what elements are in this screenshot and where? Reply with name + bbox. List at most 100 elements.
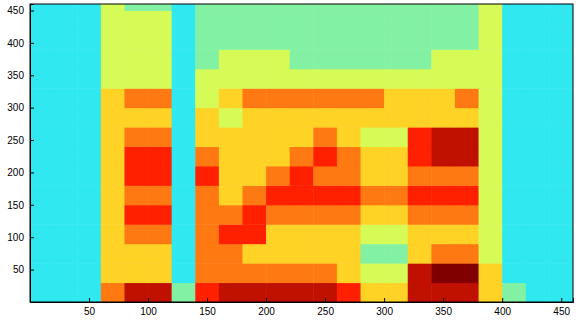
heatmap-cell bbox=[526, 88, 550, 108]
x-tick-mark bbox=[561, 298, 562, 302]
x-tick-label: 350 bbox=[435, 306, 452, 317]
heatmap-cell bbox=[242, 10, 266, 30]
heatmap-cell bbox=[195, 49, 219, 69]
heatmap-cell bbox=[408, 108, 432, 128]
y-tick: 250 bbox=[7, 135, 34, 146]
heatmap-cell bbox=[242, 205, 266, 225]
heatmap-cell bbox=[361, 108, 385, 128]
heatmap-cell bbox=[77, 244, 101, 264]
heatmap-cell bbox=[101, 283, 125, 302]
y-axis: 50100150200250300350400450 bbox=[7, 5, 34, 303]
heatmap-cell bbox=[502, 127, 526, 147]
heatmap-cell bbox=[266, 88, 290, 108]
heatmap-cell bbox=[455, 49, 479, 69]
heatmap-cell bbox=[408, 69, 432, 89]
heatmap-cell bbox=[455, 205, 479, 225]
heatmap-cell bbox=[313, 10, 337, 30]
heatmap-cell bbox=[361, 127, 385, 147]
heatmap-cell bbox=[384, 49, 408, 69]
heatmap-cell bbox=[101, 166, 125, 186]
heatmap-cell bbox=[242, 49, 266, 69]
heatmap-cell bbox=[290, 244, 314, 264]
heatmap-cell bbox=[408, 166, 432, 186]
heatmap-cell bbox=[455, 263, 479, 283]
heatmap-cell bbox=[124, 166, 148, 186]
heatmap-cell bbox=[479, 49, 503, 69]
chart: 5010015020025030035040045050100150200250… bbox=[0, 0, 576, 322]
x-tick-label: 200 bbox=[258, 306, 275, 317]
heatmap-cell bbox=[502, 224, 526, 244]
heatmap-cell bbox=[266, 49, 290, 69]
heatmap-cell bbox=[195, 205, 219, 225]
heatmap-cell bbox=[77, 147, 101, 167]
heatmap-cell bbox=[148, 166, 172, 186]
x-tick: 150 bbox=[199, 298, 216, 317]
heatmap-cell bbox=[30, 10, 54, 30]
heatmap-cell bbox=[290, 10, 314, 30]
heatmap-cell bbox=[172, 147, 196, 167]
heatmap-cell bbox=[549, 185, 573, 205]
heatmap-cell bbox=[431, 283, 455, 302]
heatmap-cell bbox=[408, 127, 432, 147]
y-tick: 350 bbox=[7, 70, 34, 81]
heatmap-cell bbox=[266, 185, 290, 205]
heatmap-cell bbox=[455, 244, 479, 264]
plot: 5010015020025030035040045050100150200250… bbox=[7, 4, 573, 317]
x-tick: 300 bbox=[376, 298, 393, 317]
heatmap-cell bbox=[337, 49, 361, 69]
heatmap-cell bbox=[266, 166, 290, 186]
y-tick-mark bbox=[30, 270, 34, 271]
heatmap-cell bbox=[549, 263, 573, 283]
heatmap-cell bbox=[431, 147, 455, 167]
y-tick-label: 50 bbox=[13, 264, 25, 275]
heatmap-cell bbox=[526, 147, 550, 167]
heatmap-cell bbox=[455, 166, 479, 186]
heatmap-cell bbox=[479, 263, 503, 283]
heatmap-cell bbox=[148, 263, 172, 283]
y-tick: 450 bbox=[7, 5, 34, 16]
heatmap-cell bbox=[148, 127, 172, 147]
heatmap-cell bbox=[30, 49, 54, 69]
heatmap-cell bbox=[195, 4, 219, 11]
heatmap-cell bbox=[408, 283, 432, 302]
heatmap-cell bbox=[148, 185, 172, 205]
heatmap-cell bbox=[54, 244, 78, 264]
heatmap-cell bbox=[384, 10, 408, 30]
heatmap-cell bbox=[361, 166, 385, 186]
heatmap-cell bbox=[124, 108, 148, 128]
y-tick-mark bbox=[30, 10, 34, 11]
heatmap-cell bbox=[549, 49, 573, 69]
heatmap-cell bbox=[290, 205, 314, 225]
heatmap-cell bbox=[54, 185, 78, 205]
heatmap-cell bbox=[384, 244, 408, 264]
heatmap-cell bbox=[479, 30, 503, 50]
heatmap-cell bbox=[101, 244, 125, 264]
heatmap-cell bbox=[195, 244, 219, 264]
y-tick: 50 bbox=[13, 264, 34, 275]
heatmap-cell bbox=[172, 69, 196, 89]
heatmap-cell bbox=[54, 166, 78, 186]
x-tick-label: 50 bbox=[84, 306, 96, 317]
heatmap-cell bbox=[242, 69, 266, 89]
x-tick: 450 bbox=[553, 298, 570, 317]
heatmap-cell bbox=[30, 283, 54, 302]
heatmap-cell bbox=[502, 166, 526, 186]
heatmap-cell bbox=[431, 49, 455, 69]
heatmap-cell bbox=[77, 88, 101, 108]
heatmap-cell bbox=[479, 88, 503, 108]
heatmap-cell bbox=[219, 69, 243, 89]
y-tick: 400 bbox=[7, 38, 34, 49]
y-tick-label: 450 bbox=[7, 5, 24, 16]
y-tick-mark bbox=[30, 205, 34, 206]
heatmap-cell bbox=[30, 147, 54, 167]
heatmap-cell bbox=[337, 283, 361, 302]
heatmap-cell bbox=[290, 263, 314, 283]
heatmap-cell bbox=[219, 10, 243, 30]
heatmap-cell bbox=[219, 283, 243, 302]
heatmap-cell bbox=[549, 244, 573, 264]
heatmap-cell bbox=[195, 108, 219, 128]
heatmap-cell bbox=[502, 263, 526, 283]
heatmap-cell bbox=[337, 205, 361, 225]
heatmap-cell bbox=[101, 88, 125, 108]
y-tick-label: 100 bbox=[7, 232, 24, 243]
